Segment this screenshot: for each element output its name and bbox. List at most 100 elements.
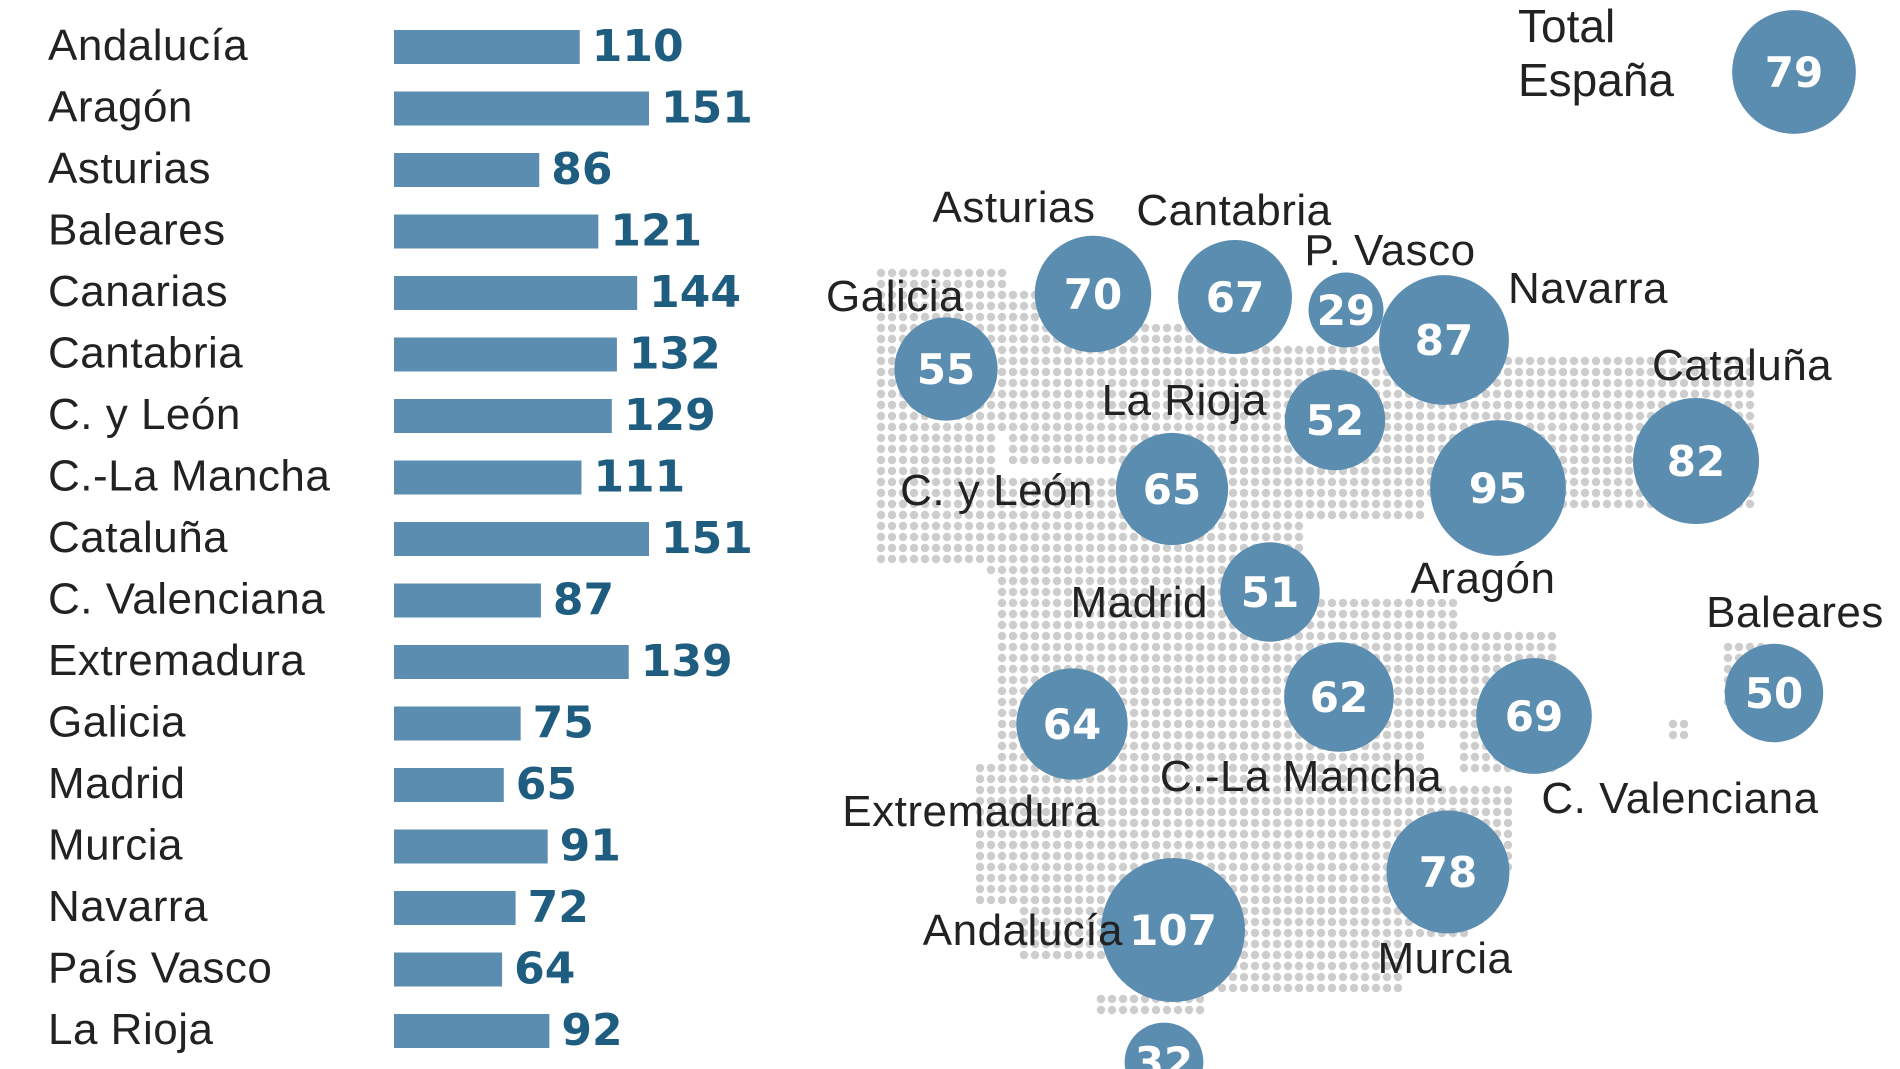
map-dot	[1426, 796, 1436, 806]
map-dot	[1085, 829, 1095, 839]
map-dot	[1118, 532, 1128, 542]
region-label-aragon: Aragón	[1411, 554, 1556, 603]
map-dot	[1195, 411, 1205, 421]
map-dot	[1085, 411, 1095, 421]
map-dot	[997, 345, 1007, 355]
map-dot	[1657, 356, 1667, 366]
map-dot	[909, 477, 919, 487]
map-dot	[1426, 675, 1436, 685]
map-dot	[1140, 807, 1150, 817]
map-dot	[1140, 411, 1150, 421]
map-dot	[1261, 378, 1271, 388]
map-dot	[975, 268, 985, 278]
map-dot	[1217, 444, 1227, 454]
map-dot	[997, 873, 1007, 883]
map-dot	[909, 521, 919, 531]
map-dot	[1382, 796, 1392, 806]
bubble-value-c-y-leon: 65	[1143, 465, 1201, 514]
map-dot	[1514, 411, 1524, 421]
map-dot	[1382, 400, 1392, 410]
map-dot	[1305, 895, 1315, 905]
map-dot	[1327, 631, 1337, 641]
map-dot	[1470, 796, 1480, 806]
map-dot	[1052, 785, 1062, 795]
map-dot	[1602, 455, 1612, 465]
map-dot	[909, 422, 919, 432]
map-dot	[1294, 961, 1304, 971]
map-dot	[1151, 576, 1161, 586]
map-dot	[1437, 609, 1447, 619]
map-dot	[1393, 598, 1403, 608]
map-dot	[1371, 455, 1381, 465]
map-dot	[1239, 642, 1249, 652]
map-dot	[1217, 785, 1227, 795]
map-dot	[986, 774, 996, 784]
map-dot	[1228, 708, 1238, 718]
map-dot	[1107, 807, 1117, 817]
map-dot	[1085, 873, 1095, 883]
map-dot	[1041, 587, 1051, 597]
map-dot	[1338, 983, 1348, 993]
map-dot	[1393, 961, 1403, 971]
map-dot	[1338, 477, 1348, 487]
map-dot	[1415, 609, 1425, 619]
bar-murcia	[394, 829, 548, 864]
map-dot	[1096, 433, 1106, 443]
map-dot	[1019, 763, 1029, 773]
map-dot	[1382, 510, 1392, 520]
map-dot	[1404, 642, 1414, 652]
map-dot	[1118, 389, 1128, 399]
map-dot	[1316, 785, 1326, 795]
map-dot	[1173, 576, 1183, 586]
map-dot	[1371, 829, 1381, 839]
map-dot	[1316, 763, 1326, 773]
map-dot	[1008, 411, 1018, 421]
map-dot	[876, 323, 886, 333]
map-dot	[1063, 928, 1073, 938]
map-dot	[1184, 609, 1194, 619]
map-dot	[1162, 752, 1172, 762]
map-dot	[1723, 356, 1733, 366]
map-dot	[1008, 576, 1018, 586]
map-dot	[1591, 400, 1601, 410]
map-dot	[1074, 422, 1084, 432]
map-dot	[997, 598, 1007, 608]
map-dot	[1074, 818, 1084, 828]
map-dot	[1184, 411, 1194, 421]
map-dot	[1096, 840, 1106, 850]
map-dot	[1030, 334, 1040, 344]
map-dot	[887, 466, 897, 476]
map-dot	[1371, 752, 1381, 762]
map-dot	[1019, 510, 1029, 520]
map-dot	[1393, 939, 1403, 949]
map-dot	[1745, 411, 1755, 421]
map-dot	[1481, 653, 1491, 663]
bar-madrid	[394, 768, 504, 802]
map-dot	[1228, 510, 1238, 520]
map-dot	[1030, 829, 1040, 839]
map-dot	[920, 499, 930, 509]
map-dot	[1184, 719, 1194, 729]
map-dot	[1217, 686, 1227, 696]
map-dot	[1305, 851, 1315, 861]
map-dot	[1426, 686, 1436, 696]
map-dot	[1382, 389, 1392, 399]
map-dot	[1239, 851, 1249, 861]
map-dot	[1206, 675, 1216, 685]
map-dot	[1316, 477, 1326, 487]
map-dot	[1184, 620, 1194, 630]
map-dot	[1008, 543, 1018, 553]
map-dot	[1580, 400, 1590, 410]
map-dot	[1503, 367, 1513, 377]
map-dot	[1294, 499, 1304, 509]
map-dot	[1349, 983, 1359, 993]
map-dot	[920, 554, 930, 564]
map-dot	[1569, 367, 1579, 377]
map-dot	[920, 433, 930, 443]
map-dot	[1382, 906, 1392, 916]
map-dot	[1580, 389, 1590, 399]
map-dot	[1536, 389, 1546, 399]
map-dot	[1008, 521, 1018, 531]
map-dot	[1030, 521, 1040, 531]
region-label-navarra: Navarra	[1508, 264, 1668, 313]
